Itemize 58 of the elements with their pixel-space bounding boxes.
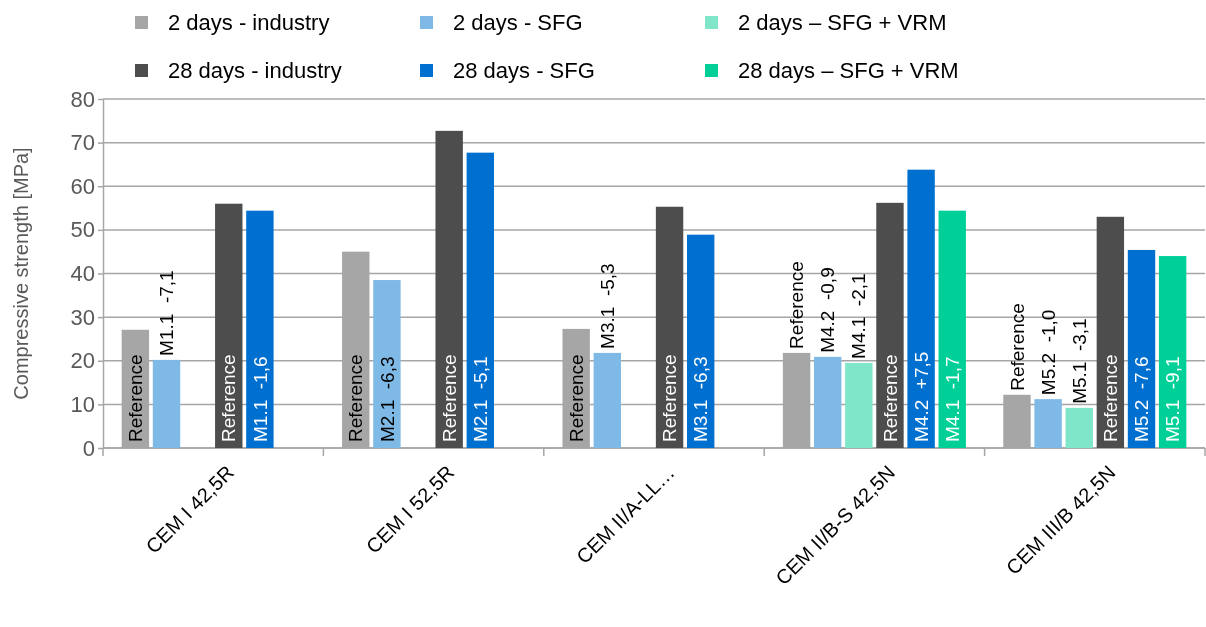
bar [814, 356, 842, 448]
data-label: Reference [659, 354, 681, 442]
y-tick-label: 10 [70, 391, 95, 417]
y-tick-label: 80 [70, 86, 95, 112]
bar [1065, 407, 1093, 448]
bar [1127, 249, 1156, 448]
bar [845, 362, 873, 448]
data-label: M4.1 -2,1 [848, 273, 870, 359]
bar [938, 210, 966, 448]
legend-label: 28 days - SFG [453, 57, 595, 83]
data-label: Reference [345, 354, 367, 442]
data-label: M4.2 +7,5 [910, 351, 932, 442]
data-label: M3.1 -6,3 [690, 356, 712, 442]
y-tick-label: 30 [70, 304, 95, 330]
y-tick-label: 40 [70, 261, 95, 287]
legend-label: 2 days – SFG + VRM [738, 9, 947, 35]
legend-label: 2 days - SFG [453, 9, 583, 35]
data-label: M5.1 -9,1 [1162, 356, 1184, 442]
y-tick-label: 70 [70, 130, 95, 156]
y-tick-label: 0 [82, 435, 95, 461]
data-label: Reference [565, 354, 587, 442]
legend-label: 28 days – SFG + VRM [738, 57, 959, 83]
data-label: M1.1 -7,1 [156, 270, 178, 356]
bar [876, 202, 904, 448]
bar [593, 352, 621, 448]
y-tick-label: 20 [70, 348, 95, 374]
legend-label: 28 days - industry [168, 57, 342, 83]
y-tick-label: 60 [70, 173, 95, 199]
bar [907, 169, 935, 448]
bar [466, 152, 494, 448]
data-label: M5.2 -1,0 [1037, 309, 1059, 396]
y-axis-title: Compressive strength [MPa] [10, 147, 32, 400]
data-label: M5.2 -7,6 [1131, 356, 1153, 442]
bar [655, 206, 684, 448]
data-label: M4.2 -0,9 [817, 267, 839, 353]
data-label: M2.1 -5,1 [469, 356, 491, 442]
bar [373, 280, 401, 448]
bar [687, 234, 715, 448]
data-label: M3.1 -5,3 [596, 263, 618, 349]
data-label: Reference [1006, 303, 1028, 391]
legend-label: 2 days - industry [168, 9, 330, 35]
bar [152, 359, 181, 448]
data-label: M4.1 -1,7 [941, 356, 963, 442]
bar [215, 203, 243, 448]
data-label: M2.1 -6,3 [376, 356, 398, 442]
data-label: Reference [125, 354, 147, 442]
data-label: M5.1 -3,1 [1068, 318, 1090, 404]
bar [1034, 399, 1062, 448]
data-label: Reference [438, 354, 460, 442]
data-label: Reference [879, 354, 901, 442]
data-label: Reference [786, 261, 808, 349]
y-tick-label: 50 [70, 217, 95, 243]
bar [246, 210, 274, 448]
data-label: Reference [1100, 354, 1122, 442]
data-label: Reference [218, 354, 240, 442]
bar [435, 130, 463, 448]
data-label: M1.1 -1,6 [249, 356, 271, 442]
bar [1158, 256, 1187, 448]
